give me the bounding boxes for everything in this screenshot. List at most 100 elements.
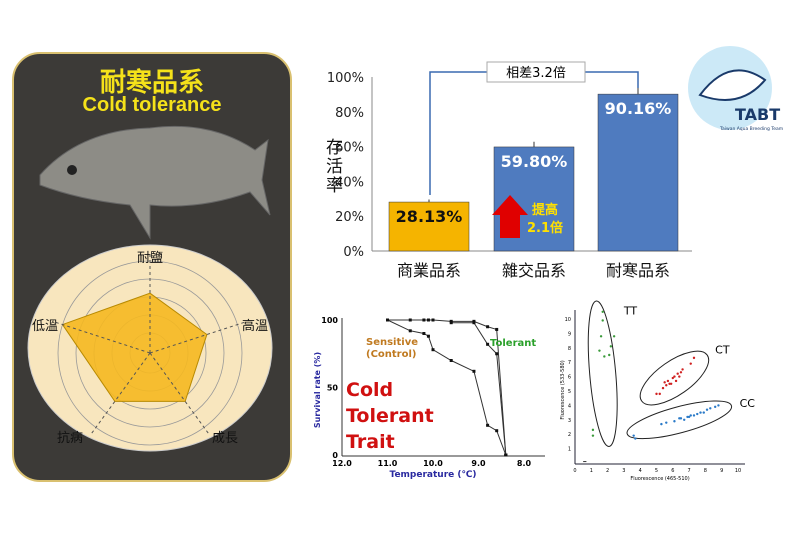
bar-y-axis-label: 存活率 bbox=[322, 138, 342, 195]
data-point bbox=[713, 405, 717, 409]
data-point bbox=[599, 335, 603, 338]
data-point bbox=[678, 375, 681, 378]
y-tick-label: 4 bbox=[568, 403, 571, 409]
data-point bbox=[673, 375, 676, 378]
data-point bbox=[472, 321, 476, 325]
data-point bbox=[689, 414, 692, 417]
title-en: Cold tolerance bbox=[82, 94, 222, 116]
bar-data-label: 28.13% bbox=[396, 207, 463, 226]
data-point bbox=[598, 349, 601, 352]
trait-label: Cold bbox=[346, 379, 393, 401]
data-point bbox=[676, 372, 679, 375]
data-point bbox=[495, 429, 499, 433]
x-tick-label: 3 bbox=[622, 468, 625, 474]
data-point bbox=[681, 368, 684, 371]
category-label: 耐寒品系 bbox=[606, 261, 670, 280]
radar-axis-label: 低溫 bbox=[32, 319, 58, 334]
x-tick-label: 6 bbox=[671, 468, 674, 474]
data-point bbox=[661, 386, 665, 390]
category-label: 雜交品系 bbox=[502, 261, 566, 280]
radar-area bbox=[61, 292, 208, 402]
x-tick-label: 12.0 bbox=[332, 459, 352, 468]
data-point bbox=[386, 318, 389, 322]
y-axis-label: Survival rate (%) bbox=[313, 352, 322, 428]
bracket-label-box bbox=[486, 61, 586, 83]
y-tick-label: 7 bbox=[568, 360, 571, 366]
category-label: 商業品系 bbox=[397, 261, 461, 280]
y-tick-label: 2 bbox=[568, 432, 571, 438]
x-tick-label: 9 bbox=[720, 468, 723, 474]
data-point bbox=[683, 418, 686, 421]
y-tick-label: 100% bbox=[327, 71, 364, 86]
data-point bbox=[601, 310, 604, 313]
data-point bbox=[486, 423, 490, 427]
data-point bbox=[660, 422, 663, 426]
series-line bbox=[387, 319, 507, 456]
logo-subtext: Taiwan Aqua Breeding Team bbox=[719, 126, 783, 132]
cluster-label: CT bbox=[715, 344, 730, 357]
y-tick-label: 80% bbox=[335, 106, 364, 121]
x-tick-label: 7 bbox=[688, 468, 691, 474]
data-point bbox=[666, 379, 670, 383]
cluster-label: CC bbox=[740, 397, 756, 410]
data-point bbox=[612, 335, 616, 338]
data-point bbox=[408, 329, 412, 333]
x-tick-label: 11.0 bbox=[378, 459, 398, 468]
data-point bbox=[679, 417, 683, 420]
data-point bbox=[665, 384, 668, 387]
up-arrow-icon bbox=[492, 195, 528, 238]
y-tick-label: 100 bbox=[321, 316, 338, 325]
data-point bbox=[601, 319, 604, 322]
trait-label: Tolerant bbox=[346, 405, 434, 427]
y-tick-label: 1 bbox=[568, 447, 571, 453]
data-point bbox=[449, 321, 453, 325]
data-point bbox=[692, 414, 696, 417]
data-point bbox=[663, 381, 666, 384]
radar-axis-label: 成長 bbox=[212, 431, 238, 446]
series-line bbox=[387, 319, 507, 456]
tolerant-label: Tolerant bbox=[490, 338, 536, 349]
data-point bbox=[673, 420, 676, 423]
data-point bbox=[665, 421, 668, 424]
x-tick-label: 10 bbox=[735, 468, 741, 474]
data-point bbox=[655, 392, 658, 396]
arrow-label: 提高 bbox=[532, 202, 558, 218]
data-point bbox=[658, 392, 661, 396]
x-tick-label: 5 bbox=[655, 468, 658, 474]
bar bbox=[597, 93, 679, 252]
data-point bbox=[668, 382, 671, 385]
radar-axis bbox=[149, 321, 246, 354]
data-point bbox=[431, 348, 435, 352]
y-tick-label: 20% bbox=[335, 210, 364, 225]
bracket-label: 相差3.2倍 bbox=[506, 66, 566, 81]
data-point bbox=[408, 318, 412, 322]
x-axis-label: Fluorescence (465-510) bbox=[630, 476, 689, 482]
data-point bbox=[687, 415, 691, 419]
bar-data-label: 59.80% bbox=[501, 152, 568, 171]
sensitive-label-2: (Control) bbox=[366, 349, 416, 360]
cluster-ellipse bbox=[626, 400, 733, 440]
logo-text: TABT bbox=[735, 105, 780, 124]
y-tick-label: 50 bbox=[327, 384, 339, 393]
x-tick-label: 9.0 bbox=[471, 459, 486, 468]
fish-image bbox=[39, 125, 271, 240]
y-tick-label: 5 bbox=[568, 389, 571, 395]
data-point bbox=[671, 376, 674, 380]
survival-line-chart: 12.0 11.0 10.0 9.0 8.0 0 50 100 Temperature (℃) S… bbox=[313, 316, 545, 480]
data-point bbox=[591, 434, 595, 437]
radar-axis-label: 高溫 bbox=[242, 318, 268, 334]
x-tick-label: 0 bbox=[573, 468, 576, 474]
y-axis-label: Fluorescence (533-580) bbox=[560, 360, 566, 419]
data-point bbox=[702, 411, 705, 414]
arrow-label-2: 2.1倍 bbox=[527, 220, 563, 236]
cluster-ellipse bbox=[639, 350, 710, 406]
y-tick-label: 3 bbox=[568, 418, 571, 424]
data-point bbox=[504, 453, 508, 457]
radar-axis bbox=[90, 352, 151, 435]
data-point bbox=[422, 332, 426, 335]
data-point bbox=[495, 352, 499, 356]
radar-axis bbox=[149, 352, 210, 435]
data-point bbox=[608, 353, 611, 357]
